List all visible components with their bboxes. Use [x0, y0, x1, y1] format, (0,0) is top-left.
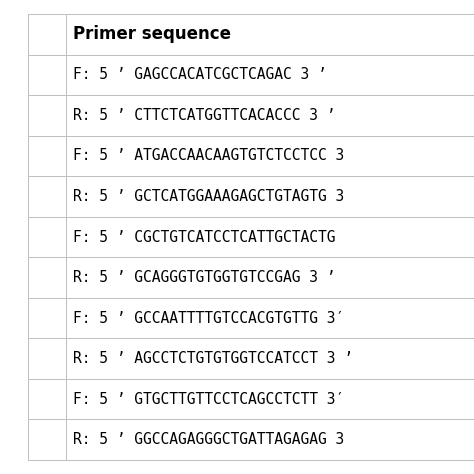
Bar: [66, 217, 474, 257]
Bar: [66, 298, 474, 338]
Text: F: 5 ’ GAGCCACATCGCTCAGAC 3 ’: F: 5 ’ GAGCCACATCGCTCAGAC 3 ’: [73, 67, 327, 82]
Text: R: 5 ’ CTTCTCATGGTTCACACCC 3 ’: R: 5 ’ CTTCTCATGGTTCACACCC 3 ’: [73, 108, 336, 123]
Bar: [28, 298, 66, 338]
Bar: [28, 419, 66, 460]
Bar: [66, 136, 474, 176]
Bar: [66, 257, 474, 298]
Text: F: 5 ’ ATGACCAACAAGTGTCTCCTCC 3: F: 5 ’ ATGACCAACAAGTGTCTCCTCC 3: [73, 148, 345, 164]
Text: F: 5 ’ CGCTGTCATCCTCATTGCTACTG: F: 5 ’ CGCTGTCATCCTCATTGCTACTG: [73, 229, 336, 245]
Bar: [66, 95, 474, 136]
Text: Primer sequence: Primer sequence: [73, 26, 231, 44]
Bar: [28, 217, 66, 257]
Bar: [66, 379, 474, 419]
Bar: [66, 338, 474, 379]
Text: F: 5 ’ GCCAATTTTGTCCACGTGTTG 3′: F: 5 ’ GCCAATTTTGTCCACGTGTTG 3′: [73, 310, 345, 326]
Bar: [28, 95, 66, 136]
Bar: [66, 14, 474, 55]
Bar: [28, 338, 66, 379]
Bar: [28, 176, 66, 217]
Text: R: 5 ’ GCAGGGTGTGGTGTCCGAG 3 ’: R: 5 ’ GCAGGGTGTGGTGTCCGAG 3 ’: [73, 270, 336, 285]
Bar: [28, 379, 66, 419]
Bar: [28, 55, 66, 95]
Text: F: 5 ’ GTGCTTGTTCCTCAGCCTCTT 3′: F: 5 ’ GTGCTTGTTCCTCAGCCTCTT 3′: [73, 392, 345, 407]
Text: R: 5 ’ AGCCTCTGTGTGGTCCATCCT 3 ’: R: 5 ’ AGCCTCTGTGTGGTCCATCCT 3 ’: [73, 351, 354, 366]
Bar: [66, 176, 474, 217]
Bar: [28, 136, 66, 176]
Text: R: 5 ’ GGCCAGAGGGCTGATTAGAGAG 3: R: 5 ’ GGCCAGAGGGCTGATTAGAGAG 3: [73, 432, 345, 447]
Bar: [28, 257, 66, 298]
Bar: [28, 14, 66, 55]
Bar: [66, 419, 474, 460]
Bar: [66, 55, 474, 95]
Text: R: 5 ’ GCTCATGGAAAGAGCTGTAGTG 3: R: 5 ’ GCTCATGGAAAGAGCTGTAGTG 3: [73, 189, 345, 204]
